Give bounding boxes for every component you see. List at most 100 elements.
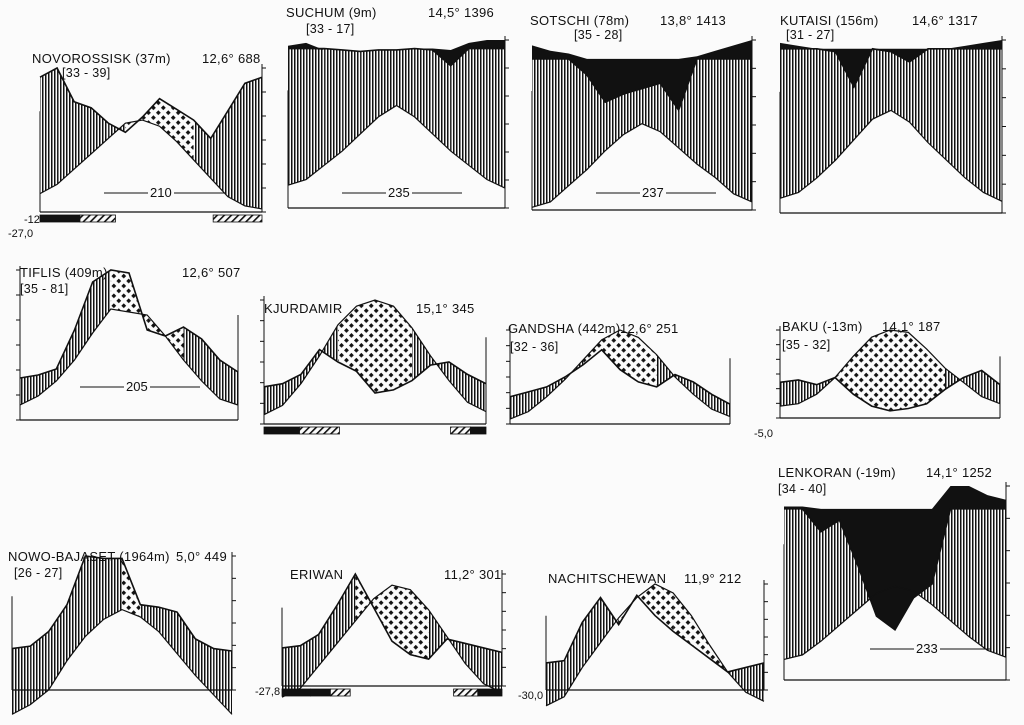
humid-period-segment — [745, 662, 764, 702]
humid-period-segment — [946, 48, 965, 178]
observation-years: [31 - 27] — [786, 28, 835, 42]
mean-temperature: 13,8° — [660, 13, 693, 28]
humid-period-segment — [983, 48, 1002, 202]
humid-period-segment — [780, 379, 799, 407]
observation-years: [34 - 40] — [778, 482, 827, 496]
humid-period-segment — [38, 369, 57, 396]
frost-month-bar — [39, 214, 81, 223]
humid-period-segment — [678, 58, 697, 165]
dry-period-segment — [159, 98, 177, 142]
humid-period-segment — [564, 622, 583, 697]
climate-diagram-11 — [545, 580, 768, 707]
humid-period-segment — [727, 667, 746, 693]
climate-diagram-5 — [16, 266, 239, 421]
dry-period-segment — [410, 589, 429, 660]
precipitation-curve — [509, 348, 731, 405]
precipitation-curve — [779, 369, 1001, 412]
dry-period-segment — [110, 270, 129, 312]
absolute-minimum: -5,0 — [754, 428, 773, 440]
humid-period-segment — [891, 51, 910, 123]
humid-period-segment — [582, 597, 601, 668]
humid-period-segment — [360, 49, 379, 134]
mean-temperature: 15,1° — [416, 301, 449, 316]
humid-period-segment — [288, 48, 307, 186]
frost-possible-bar — [453, 688, 479, 697]
humid-period-segment — [969, 508, 988, 651]
humid-period-segment — [300, 634, 319, 689]
mean-temperature: 12,6° — [202, 51, 235, 66]
humid-period-segment — [532, 58, 551, 208]
temperature-curve — [263, 299, 487, 416]
station-title: GANDSHA (442m) — [508, 321, 621, 336]
annual-precipitation: 187 — [917, 319, 941, 334]
humid-period-segment — [600, 597, 619, 643]
humid-period-segment — [432, 49, 451, 152]
humid-period-segment — [623, 88, 642, 135]
humid-period-segment — [587, 75, 606, 170]
frost-free-days: 237 — [640, 185, 666, 200]
frost-free-days: 205 — [124, 379, 150, 394]
station-title: LENKORAN (-19m) — [778, 465, 896, 480]
dry-period-segment — [636, 584, 655, 616]
humid-period-segment — [318, 605, 337, 666]
mean-temperature: 14,1° — [926, 465, 959, 480]
frost-possible-bar — [329, 688, 351, 697]
humid-period-segment — [854, 48, 873, 140]
humid-period-segment — [715, 58, 734, 194]
absolute-minimum: -30,0 — [518, 690, 544, 702]
humid-period-segment — [40, 68, 58, 194]
humid-period-segment — [468, 48, 487, 180]
frost-month-bar — [310, 688, 331, 697]
frost-possible-bar — [212, 214, 263, 223]
perhumid-cap — [532, 40, 752, 111]
station-title: SUCHUM (9m) — [286, 5, 377, 20]
humid-period-segment — [57, 68, 75, 185]
absolute-minimum: -27,8 — [255, 686, 281, 698]
humid-period-segment — [656, 354, 675, 387]
dry-period-segment — [392, 585, 411, 655]
climate-diagram-4 — [779, 36, 1006, 214]
humid-period-segment — [74, 101, 92, 170]
annual-precipitation: 1317 — [947, 13, 979, 28]
station-title: KUTAISI (156m) — [780, 13, 879, 28]
annual-means: 14,5° 1396 — [428, 6, 494, 20]
annual-means: 14,6° 1317 — [912, 14, 978, 28]
humid-period-segment — [798, 48, 817, 193]
humid-period-segment — [546, 660, 565, 706]
station-title: NOWO-BAJASET (1964m) — [8, 549, 170, 564]
mean-temperature: 14,5° — [428, 5, 461, 20]
humid-period-segment — [963, 370, 982, 397]
humid-period-segment — [74, 282, 93, 360]
dry-period-segment — [355, 574, 374, 622]
annual-precipitation: 507 — [217, 265, 241, 280]
dry-period-segment — [673, 593, 692, 645]
humid-period-segment — [201, 339, 220, 399]
annual-means: 5,0° 449 — [176, 550, 227, 564]
mean-daily-minimum: -12 — [24, 214, 40, 226]
humid-period-segment — [244, 77, 262, 209]
annual-means: 12,6° 251 — [620, 322, 679, 336]
humid-period-segment — [987, 508, 1006, 658]
humid-period-segment — [981, 370, 1000, 404]
humid-period-segment — [412, 327, 431, 381]
temperature-curve — [281, 584, 503, 698]
annual-precipitation: 1396 — [463, 5, 495, 20]
humid-period-segment — [965, 48, 984, 193]
observation-years: [33 - 17] — [306, 22, 355, 36]
humid-period-segment — [528, 386, 547, 412]
dry-period-segment — [601, 330, 620, 370]
dry-period-segment — [122, 558, 141, 617]
humid-period-segment — [213, 648, 232, 715]
humid-period-segment — [817, 48, 836, 178]
humid-period-segment — [510, 391, 529, 420]
dry-period-segment — [375, 300, 394, 393]
frost-possible-bar — [79, 214, 116, 223]
precipitation-curve — [19, 269, 239, 379]
humid-period-segment — [660, 83, 679, 148]
annual-means: 13,8° 1413 — [660, 14, 726, 28]
dry-period-segment — [620, 330, 639, 382]
temperature-curve — [783, 585, 1007, 661]
dry-period-segment — [176, 109, 194, 160]
humid-period-segment — [872, 48, 891, 120]
climate-diagram-6 — [260, 296, 487, 435]
